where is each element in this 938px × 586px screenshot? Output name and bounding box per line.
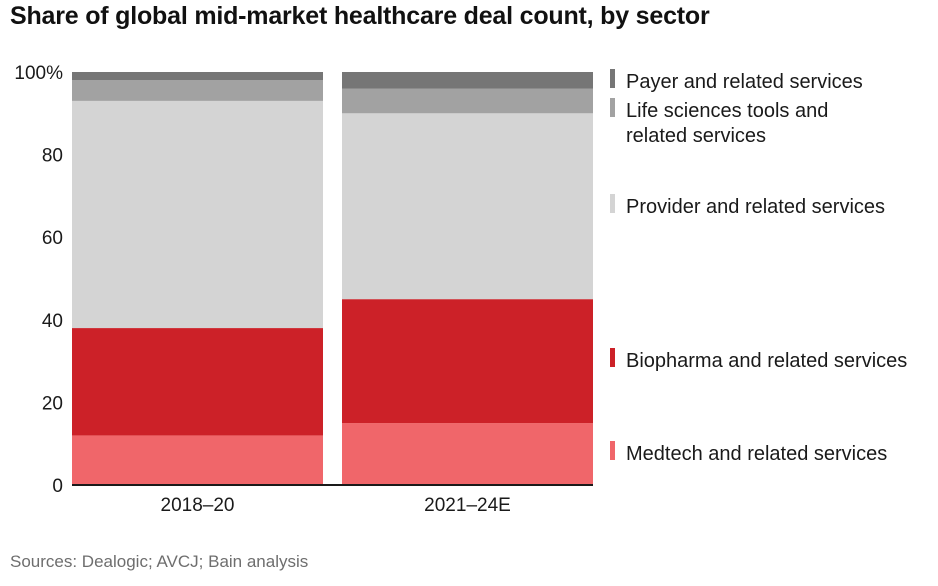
bar-segment-medtech-2: [342, 423, 593, 485]
legend-label: Medtech and related services: [626, 443, 887, 465]
legend-label: Life sciences tools and: [626, 100, 828, 122]
bar-segment-life-1: [72, 80, 323, 101]
legend-swatch: [610, 441, 615, 460]
legend-item: Life sciences tools and related services: [610, 98, 828, 147]
legend-item: Provider and related services: [610, 194, 885, 218]
legend-label: related services: [626, 125, 766, 147]
legend: Payer and related services Life sciences …: [610, 69, 907, 465]
x-category-label: 2018–20: [161, 495, 235, 516]
bar-segment-biopharma-1: [72, 328, 323, 436]
legend-swatch: [610, 194, 615, 213]
y-tick-label: 20: [42, 393, 63, 414]
chart-title: Share of global mid-market healthcare de…: [10, 2, 710, 30]
y-tick-label: 0: [52, 476, 63, 497]
legend-item: Payer and related services: [610, 69, 863, 93]
bars-group: [72, 72, 593, 485]
bar-segment-medtech-1: [72, 435, 323, 485]
source-note: Sources: Dealogic; AVCJ; Bain analysis: [10, 552, 309, 571]
bar-segment-payer-1: [72, 72, 323, 81]
bar-segment-life-2: [342, 88, 593, 114]
legend-swatch: [610, 348, 615, 367]
x-axis-labels: 2018–20 2021–24E: [161, 495, 511, 516]
y-tick-label: 60: [42, 228, 63, 249]
legend-label: Biopharma and related services: [626, 350, 907, 372]
legend-item: Biopharma and related services: [610, 348, 907, 372]
y-tick-label: 40: [42, 311, 63, 332]
legend-swatch: [610, 98, 615, 117]
legend-item: Medtech and related services: [610, 441, 887, 465]
y-tick-label: 80: [42, 146, 63, 167]
y-axis-ticks: 0 20 40 60 80 100%: [14, 63, 63, 497]
legend-label: Payer and related services: [626, 71, 863, 93]
y-tick-label: 100%: [14, 63, 63, 84]
legend-label: Provider and related services: [626, 196, 885, 218]
bar-segment-biopharma-2: [342, 299, 593, 424]
legend-swatch: [610, 69, 615, 88]
bar-segment-payer-2: [342, 72, 593, 89]
bar-segment-provider-1: [72, 100, 323, 329]
bar-segment-provider-2: [342, 113, 593, 300]
x-category-label: 2021–24E: [424, 495, 511, 516]
